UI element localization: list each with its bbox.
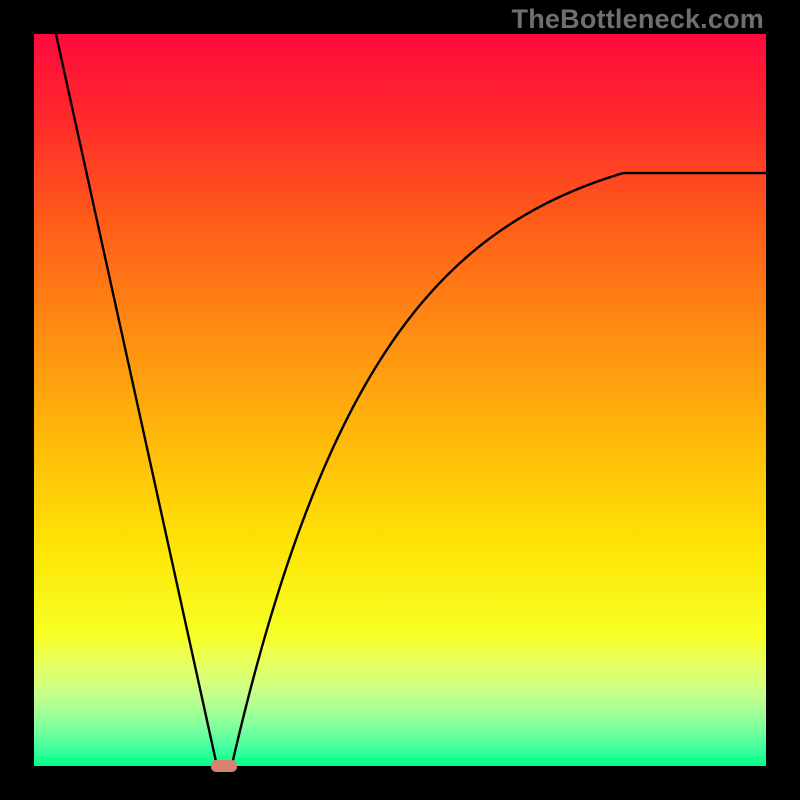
watermark-text: TheBottleneck.com: [512, 4, 764, 35]
minimum-marker: [211, 760, 237, 772]
plot-area: [34, 34, 766, 766]
chart-container: TheBottleneck.com: [0, 0, 800, 800]
